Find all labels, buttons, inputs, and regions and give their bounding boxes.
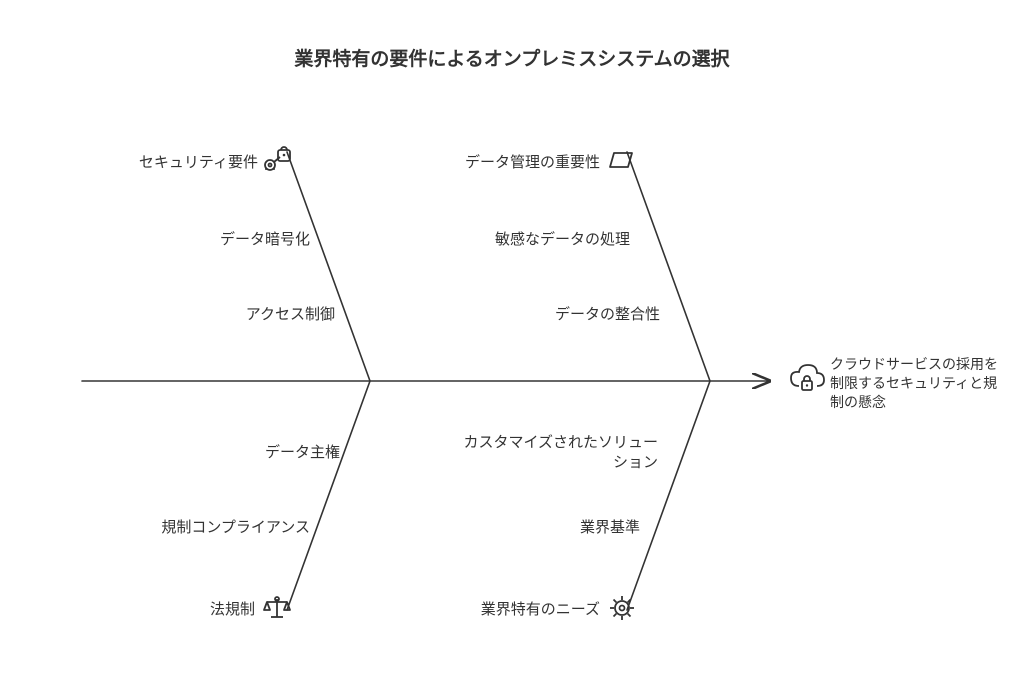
gear-icon <box>608 594 636 627</box>
scales-icon <box>262 596 292 627</box>
category-label: 法規制 <box>155 600 255 620</box>
category-label: 業界特有のニーズ <box>430 600 600 620</box>
cause-label: 規制コンプライアンス <box>120 518 310 538</box>
cause-label: アクセス制御 <box>195 305 335 325</box>
fishbone-diagram <box>0 0 1024 682</box>
category-label: セキュリティ要件 <box>88 153 258 173</box>
cause-label: 敏感なデータの処理 <box>430 230 630 250</box>
key-lock-icon <box>263 148 293 179</box>
cause-label: データ暗号化 <box>170 230 310 250</box>
cause-label: データの整合性 <box>480 305 660 325</box>
category-label: データ管理の重要性 <box>430 153 600 173</box>
cause-label: データ主権 <box>200 443 340 463</box>
cause-label: カスタマイズされたソリューション <box>458 433 658 474</box>
effect-label: クラウドサービスの採用を制限するセキュリティと規制の懸念 <box>830 355 1002 412</box>
parallelogram-icon <box>608 150 634 175</box>
cause-label: 業界基準 <box>540 518 640 538</box>
cloud-lock-icon <box>788 362 826 401</box>
